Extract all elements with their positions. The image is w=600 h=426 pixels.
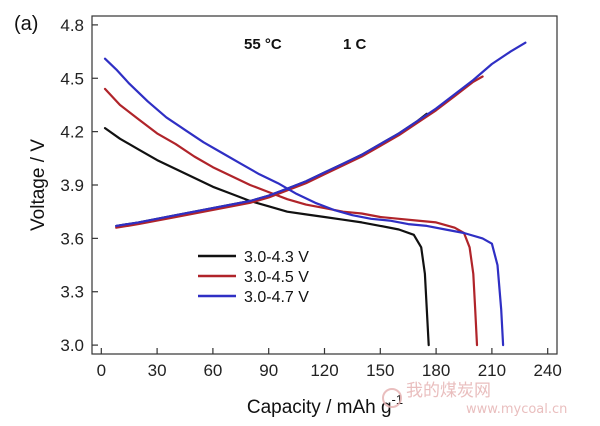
y-tick-label: 4.5: [60, 69, 84, 88]
y-axis-title: Voltage / V: [28, 139, 49, 231]
y-tick-label: 4.8: [60, 16, 84, 35]
x-tick-label: 210: [478, 361, 506, 380]
y-tick-label: 3.9: [60, 176, 84, 195]
y-tick-label: 3.3: [60, 283, 84, 302]
condition-rate: 1 C: [343, 36, 367, 53]
x-tick-label: 240: [534, 361, 562, 380]
y-axis: 3.0 3.3 3.6 3.9 4.2 4.5 4.8: [60, 16, 98, 355]
condition-temperature: 55 °C: [244, 36, 282, 53]
series-3-charge-line: [115, 41, 527, 227]
x-tick-label: 120: [310, 361, 338, 380]
watermark-logo-icon: [382, 388, 402, 408]
watermark-line1: 我的煤炭网: [406, 381, 491, 401]
legend-label: 3.0-4.5 V: [244, 269, 309, 286]
x-tick-label: 0: [97, 361, 106, 380]
x-tick-label: 90: [259, 361, 278, 380]
legend-label: 3.0-4.7 V: [244, 289, 309, 306]
x-axis-title-main: Capacity / mAh g: [247, 397, 392, 418]
x-tick-label: 30: [148, 361, 167, 380]
y-tick-label: 3.0: [60, 336, 84, 355]
series-2-charge-line: [115, 75, 484, 229]
series-3-discharge-line: [103, 57, 505, 347]
series-1-charge-line: [115, 112, 428, 227]
x-axis-title: Capacity / mAh g-1: [247, 392, 403, 418]
x-axis-title-sup: -1: [392, 392, 404, 407]
x-tick-label: 180: [422, 361, 450, 380]
watermark-line2: www.mycoal.cn: [466, 402, 567, 417]
x-tick-label: 60: [203, 361, 222, 380]
curves: [103, 41, 527, 347]
x-tick-label: 150: [366, 361, 394, 380]
watermark: 我的煤炭网 www.mycoal.cn: [382, 381, 567, 417]
panel-label: (a): [14, 13, 38, 35]
legend-label: 3.0-4.3 V: [244, 249, 309, 266]
legend: 3.0-4.3 V 3.0-4.5 V 3.0-4.7 V: [198, 249, 309, 306]
x-axis: 0 30 60 90 120 150 180 210 240: [97, 348, 562, 380]
y-tick-label: 3.6: [60, 229, 84, 248]
y-tick-label: 4.2: [60, 123, 84, 142]
series-1-discharge-line: [103, 127, 430, 347]
